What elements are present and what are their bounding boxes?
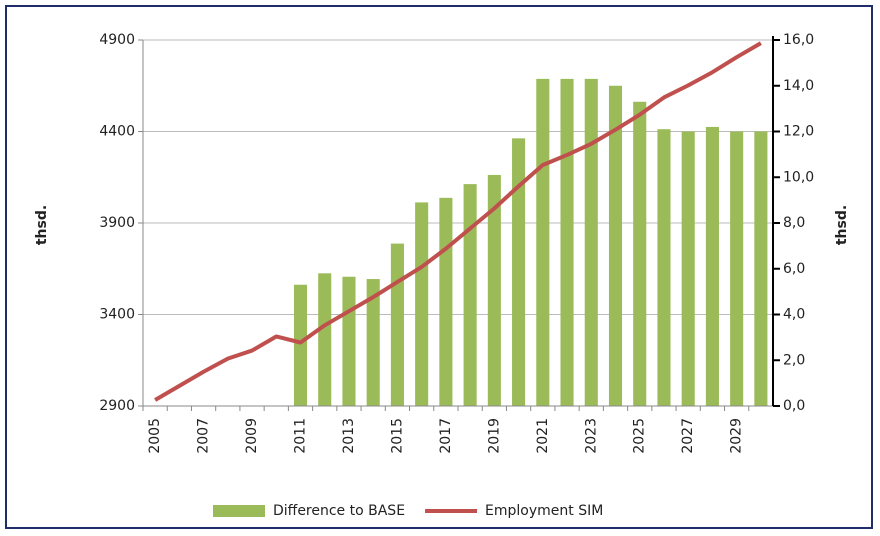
bar	[560, 78, 574, 406]
bar	[439, 197, 453, 406]
bar	[608, 85, 623, 406]
bar	[342, 276, 356, 406]
x-tick-label: 2029	[729, 418, 745, 454]
x-tick-label: 2009	[244, 418, 260, 454]
y2-tick-label: 14,0	[783, 78, 814, 94]
legend-label: Employment SIM	[485, 503, 603, 519]
x-tick-label: 2019	[486, 418, 502, 454]
bar	[584, 78, 598, 406]
y2-tick-label: 0,0	[783, 398, 805, 414]
y-tick-label: 3900	[99, 215, 135, 231]
x-tick-label: 2007	[196, 418, 212, 454]
bar	[681, 131, 695, 406]
x-tick-label: 2013	[341, 418, 357, 454]
y-tick-label: 2900	[99, 398, 135, 414]
bar	[536, 78, 550, 406]
x-tick-label: 2017	[438, 418, 454, 454]
bar	[318, 273, 332, 406]
y2-tick-label: 10,0	[783, 169, 814, 185]
y2-tick-label: 4,0	[783, 307, 805, 323]
y-tick-label: 4400	[99, 124, 135, 140]
bar	[463, 184, 477, 406]
y-tick-label: 3400	[99, 307, 135, 323]
y2-tick-label: 2,0	[783, 352, 805, 368]
x-tick-label: 2025	[632, 418, 648, 454]
legend-label: Difference to BASE	[273, 503, 405, 519]
x-tick-label: 2005	[147, 418, 163, 454]
x-tick-label: 2021	[535, 418, 551, 454]
y2-tick-label: 6,0	[783, 261, 805, 277]
x-tick-label: 2027	[680, 418, 696, 454]
bar	[705, 126, 719, 407]
line	[154, 41, 762, 402]
bar	[390, 243, 404, 406]
bar	[730, 131, 744, 406]
bar	[633, 101, 647, 406]
x-tick-label: 2023	[583, 418, 599, 454]
y-tick-label: 4900	[99, 32, 135, 48]
legend-swatch	[213, 505, 265, 517]
bar	[754, 131, 768, 406]
y2-tick-label: 16,0	[783, 32, 814, 48]
y2-axis-label: thsd.	[834, 205, 850, 245]
chart-frame	[5, 5, 873, 529]
y2-tick-label: 12,0	[783, 124, 814, 140]
y2-tick-label: 8,0	[783, 215, 805, 231]
y-axis-label: thsd.	[34, 205, 50, 245]
bar	[512, 138, 526, 407]
bar	[366, 279, 380, 406]
bar	[415, 202, 429, 406]
x-tick-label: 2015	[389, 418, 405, 454]
x-tick-label: 2011	[293, 418, 309, 454]
bar	[293, 284, 308, 406]
bar	[657, 129, 671, 406]
bar	[487, 174, 501, 406]
